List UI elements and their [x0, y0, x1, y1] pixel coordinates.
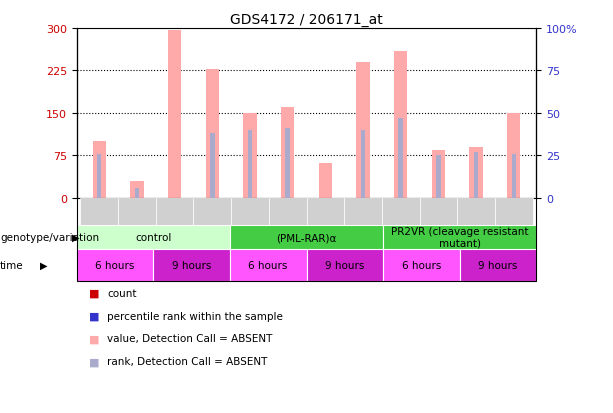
FancyBboxPatch shape — [382, 198, 419, 225]
Text: ■: ■ — [89, 288, 99, 298]
Bar — [135, 188, 139, 198]
Bar — [436, 156, 441, 198]
Bar — [394, 52, 407, 198]
Bar — [243, 114, 257, 198]
FancyBboxPatch shape — [269, 198, 306, 225]
Text: ▶: ▶ — [40, 260, 47, 271]
Bar — [93, 142, 106, 198]
Text: 6 hours: 6 hours — [402, 260, 441, 271]
Text: ■: ■ — [89, 334, 99, 344]
FancyBboxPatch shape — [383, 225, 536, 250]
Bar — [474, 152, 478, 198]
Text: 9 hours: 9 hours — [172, 260, 211, 271]
FancyBboxPatch shape — [306, 250, 383, 281]
FancyBboxPatch shape — [460, 250, 536, 281]
FancyBboxPatch shape — [77, 225, 230, 250]
FancyBboxPatch shape — [156, 198, 194, 225]
FancyBboxPatch shape — [77, 250, 153, 281]
Text: (PML-RAR)α: (PML-RAR)α — [276, 233, 337, 242]
FancyBboxPatch shape — [383, 250, 460, 281]
FancyBboxPatch shape — [80, 198, 118, 225]
FancyBboxPatch shape — [231, 198, 269, 225]
Title: GDS4172 / 206171_at: GDS4172 / 206171_at — [230, 12, 383, 26]
Bar — [286, 129, 290, 198]
FancyBboxPatch shape — [457, 198, 495, 225]
FancyBboxPatch shape — [153, 250, 230, 281]
Bar — [361, 131, 365, 198]
Text: percentile rank within the sample: percentile rank within the sample — [107, 311, 283, 321]
FancyBboxPatch shape — [419, 198, 457, 225]
Text: control: control — [135, 233, 172, 242]
FancyBboxPatch shape — [344, 198, 382, 225]
FancyBboxPatch shape — [194, 198, 231, 225]
Text: ■: ■ — [89, 356, 99, 366]
Bar — [356, 63, 370, 198]
Text: genotype/variation: genotype/variation — [0, 233, 99, 242]
Text: time: time — [0, 260, 24, 271]
FancyBboxPatch shape — [230, 225, 383, 250]
FancyBboxPatch shape — [118, 198, 156, 225]
Text: count: count — [107, 288, 137, 298]
FancyBboxPatch shape — [230, 250, 306, 281]
Bar — [511, 154, 516, 198]
FancyBboxPatch shape — [495, 198, 533, 225]
Bar — [432, 150, 445, 198]
Text: ■: ■ — [89, 311, 99, 321]
FancyBboxPatch shape — [306, 198, 344, 225]
Text: ▶: ▶ — [72, 233, 80, 242]
Bar — [210, 134, 215, 198]
Bar — [248, 131, 252, 198]
Text: 9 hours: 9 hours — [478, 260, 518, 271]
Bar — [131, 181, 143, 198]
Bar — [470, 147, 482, 198]
Bar — [281, 108, 294, 198]
Bar — [319, 163, 332, 198]
Text: 6 hours: 6 hours — [95, 260, 135, 271]
Text: 6 hours: 6 hours — [248, 260, 288, 271]
Bar — [97, 154, 102, 198]
Text: value, Detection Call = ABSENT: value, Detection Call = ABSENT — [107, 334, 273, 344]
Bar — [398, 119, 403, 198]
Bar — [507, 114, 520, 198]
Text: rank, Detection Call = ABSENT: rank, Detection Call = ABSENT — [107, 356, 268, 366]
Text: 9 hours: 9 hours — [325, 260, 365, 271]
Text: PR2VR (cleavage resistant
mutant): PR2VR (cleavage resistant mutant) — [391, 227, 528, 248]
Bar — [206, 69, 219, 198]
Bar — [168, 31, 181, 198]
